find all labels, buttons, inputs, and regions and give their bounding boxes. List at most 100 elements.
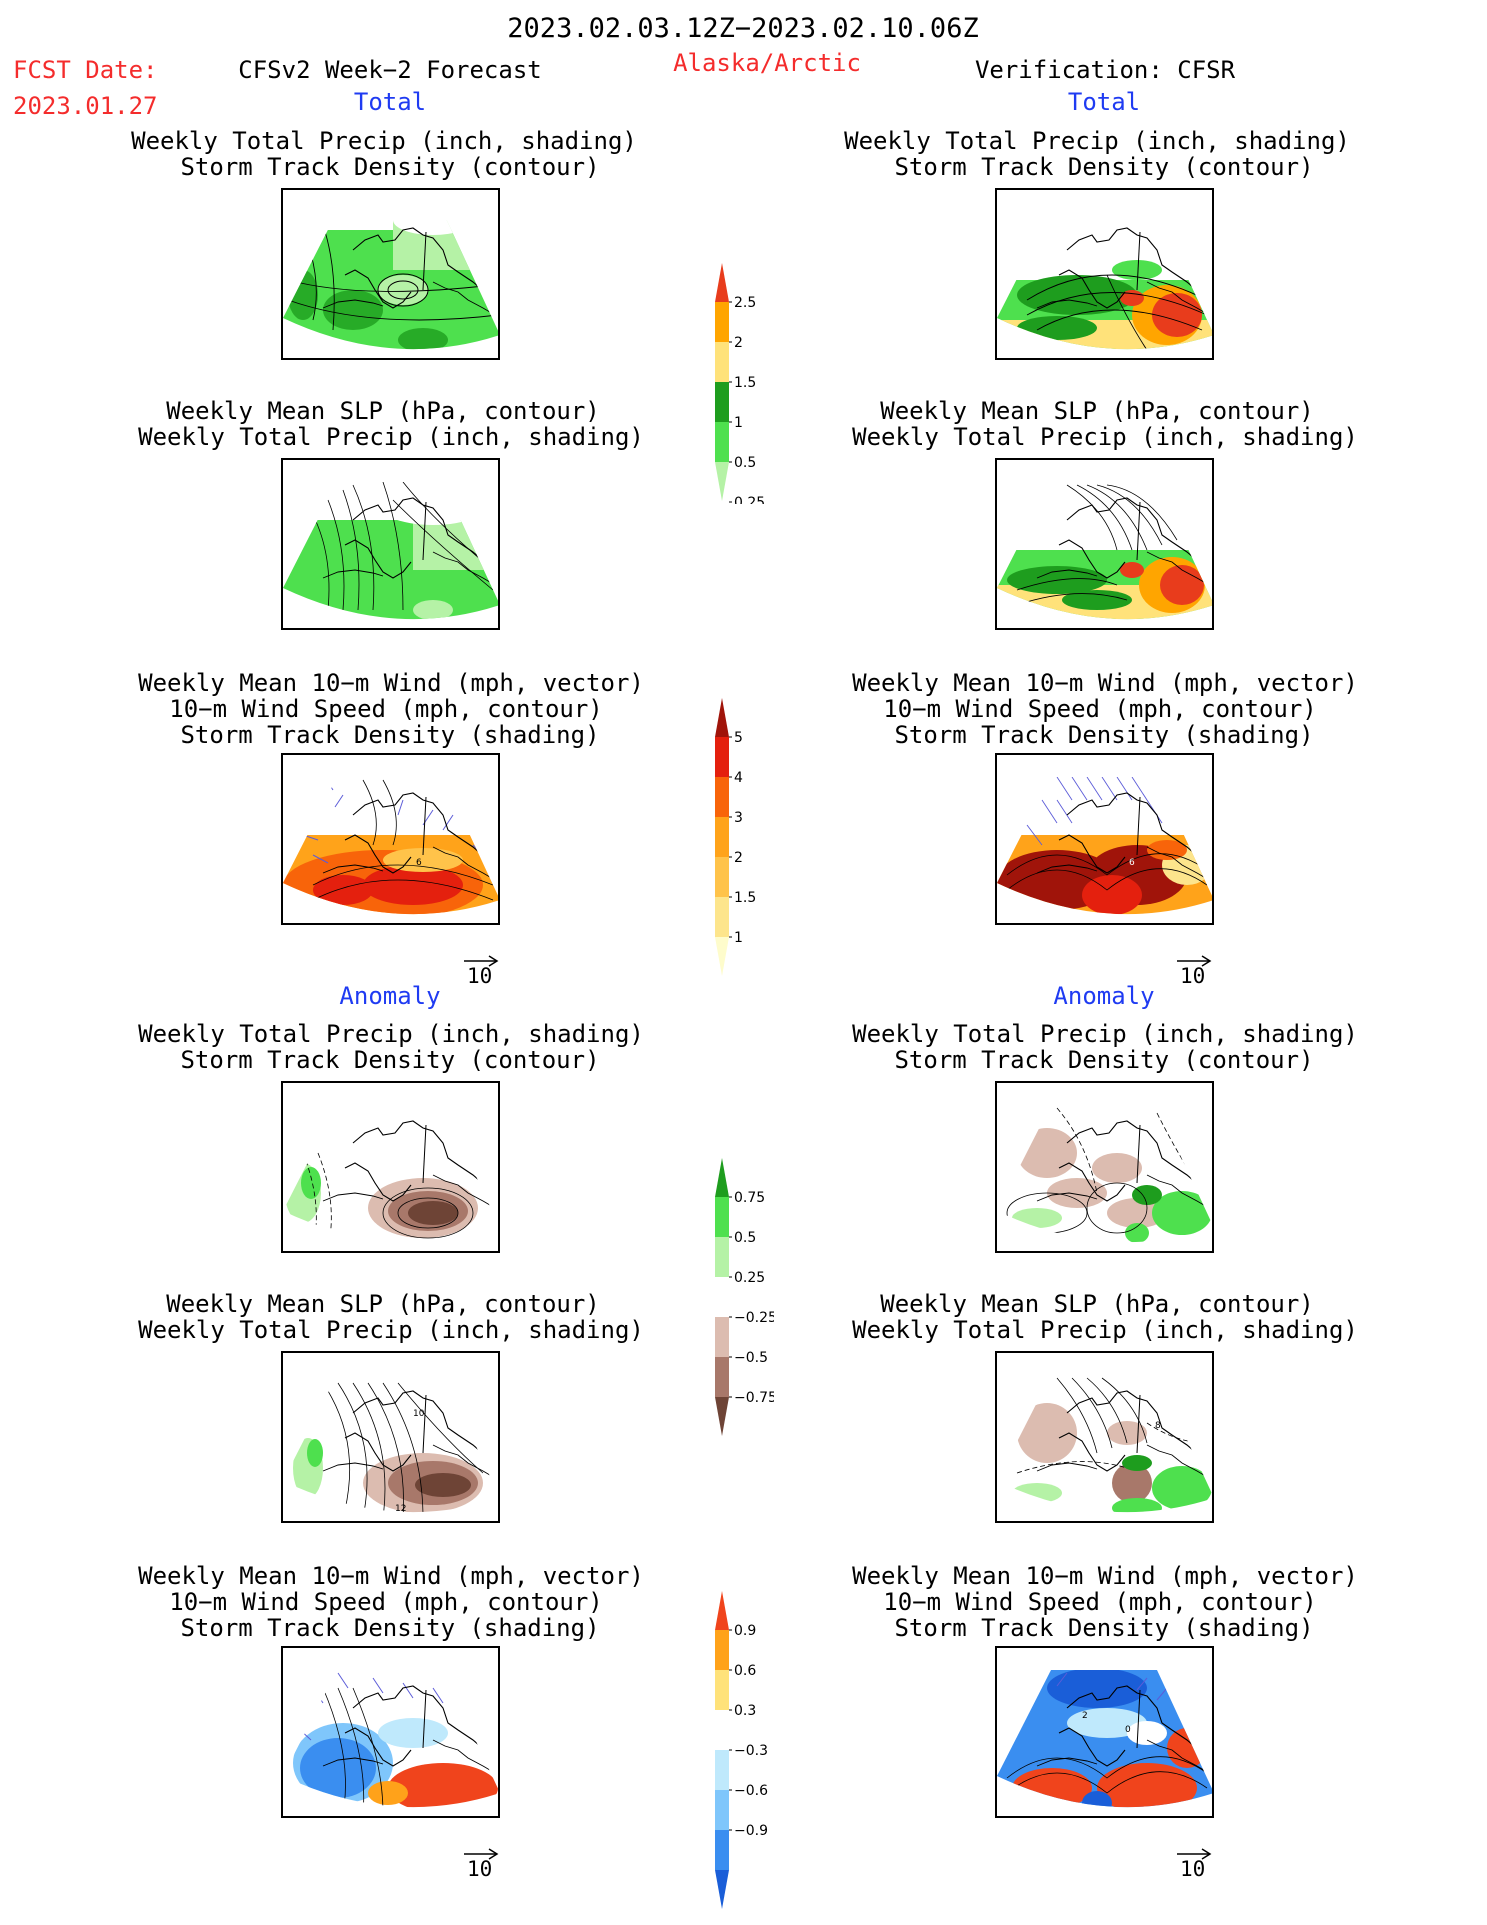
- contour-label: 12: [395, 1504, 406, 1514]
- colorbar-graphic: 0.75 0.5 0.25 −0.25 −0.5 −0.75: [715, 1158, 777, 1436]
- colorbar-tick-label: 0.9: [734, 1623, 756, 1639]
- colorbar-tick-label: 1: [734, 415, 743, 431]
- colorbar-graphic: 0.9 0.6 0.3 −0.3 −0.6 −0.9: [715, 1591, 768, 1909]
- contour-label: 8: [1155, 1421, 1161, 1431]
- panel-title-line: Weekly Total Precip (inch, shading): [844, 127, 1350, 155]
- map-panel-anom-wind-fcst: [281, 1646, 500, 1818]
- colorbar-tick-label: 0.3: [734, 1703, 756, 1719]
- vector-ref-anom-ver: 10: [1175, 1845, 1215, 1880]
- map-panel-total-slp-fcst: [281, 458, 500, 630]
- colorbar-segment: [715, 857, 729, 897]
- vector-ref-label: 10: [467, 1857, 493, 1881]
- panel-title-line: 10−m Wind Speed (mph, contour): [169, 695, 603, 723]
- colorbar-segment: [715, 263, 729, 302]
- colorbar-segment: [715, 1630, 729, 1670]
- panel-title-line: Storm Track Density (contour): [180, 153, 600, 181]
- colorbar-tick-label: −0.75: [734, 1390, 774, 1406]
- colorbar-tick-label: 2: [734, 335, 743, 351]
- colorbar-segment: [715, 1357, 729, 1397]
- contour-label: 10: [413, 1409, 425, 1419]
- colorbar-graphic: 5 4 3 2 1.5 1: [715, 698, 756, 976]
- vector-ref-label: 10: [467, 964, 493, 988]
- panel-title-line: Weekly Total Precip (inch, shading): [138, 423, 644, 451]
- map-panel-anom-precip-fcst: [281, 1081, 500, 1253]
- panel-title-line: Storm Track Density (contour): [894, 1046, 1314, 1074]
- vector-ref-anom-fcst: 10: [462, 1845, 502, 1880]
- colorbar-segment: [715, 737, 729, 777]
- arrow-right-icon: [1177, 955, 1212, 967]
- panel-title-line: 10−m Wind Speed (mph, contour): [883, 1588, 1317, 1616]
- colorbar-tick-label: 2.5: [734, 295, 756, 311]
- panel-title-line: Weekly Total Precip (inch, shading): [131, 127, 637, 155]
- colorbar-segment: [715, 777, 729, 817]
- colorbar-tick-label: 5: [734, 730, 743, 746]
- colorbar-segment: [715, 382, 729, 422]
- colorbar-tick-label: 1: [734, 930, 743, 946]
- colorbar-tick-label: −0.6: [734, 1783, 768, 1799]
- colorbar-segment: [715, 897, 729, 937]
- colorbar-segment: [715, 1397, 729, 1436]
- vector-ref-total-fcst: 10: [462, 952, 502, 987]
- panel-title-line: Weekly Mean SLP (hPa, contour): [880, 397, 1314, 425]
- colorbar-segment: [715, 817, 729, 857]
- colorbar-tick-label: −0.3: [734, 1743, 768, 1759]
- map-panel-total-wind-ver: 6: [995, 753, 1214, 925]
- section-anomaly-right: Anomaly: [1053, 982, 1155, 1010]
- colorbar-tick-label: −0.25: [734, 1310, 774, 1326]
- verification-title: Verification: CFSR: [974, 56, 1236, 84]
- colorbar-segment: [715, 698, 729, 737]
- colorbar-segment: [715, 1750, 729, 1790]
- colorbar-precip-anom: 0.75 0.5 0.25 −0.25 −0.5 −0.75: [714, 1157, 777, 1443]
- section-total-left: Total: [353, 88, 427, 116]
- region-title: Alaska/Arctic: [673, 49, 861, 77]
- colorbar-tick-label: −0.9: [734, 1823, 768, 1839]
- arrow-right-icon: [1177, 1848, 1212, 1860]
- colorbar-segment: [715, 1710, 729, 1750]
- colorbar-segment: [715, 422, 729, 462]
- map-panel-total-slp-ver: [995, 458, 1214, 630]
- map-panel-anom-slp-fcst: 10 12: [281, 1351, 500, 1523]
- panel-title-line: Weekly Total Precip (inch, shading): [852, 1020, 1358, 1048]
- panel-title-line: Storm Track Density (shading): [894, 721, 1314, 749]
- colorbar-precip-total: 2.5 2 1.5 1 0.5 0.25: [714, 262, 774, 511]
- panel-title-line: Weekly Mean SLP (hPa, contour): [166, 1290, 600, 1318]
- panel-title-line: Weekly Mean 10−m Wind (mph, vector): [138, 1562, 644, 1590]
- colorbar-tick-label: 0.75: [734, 1190, 765, 1206]
- colorbar-graphic: 2.5 2 1.5 1 0.5 0.25: [715, 263, 765, 511]
- vector-ref-label: 10: [1180, 964, 1206, 988]
- colorbar-segment: [715, 302, 729, 342]
- panel-title-line: Storm Track Density (contour): [894, 153, 1314, 181]
- contour-label: 6: [1129, 858, 1135, 868]
- map-panel-anom-wind-ver: 2 0: [995, 1646, 1214, 1818]
- colorbar-segment: [715, 1158, 729, 1197]
- vector-ref-total-ver: 10: [1175, 952, 1215, 987]
- colorbar-tick-label: 0.5: [734, 455, 756, 471]
- colorbar-tick-label: −0.5: [734, 1350, 768, 1366]
- panel-title-line: Weekly Mean 10−m Wind (mph, vector): [852, 669, 1358, 697]
- panel-title-line: Storm Track Density (contour): [180, 1046, 600, 1074]
- date-range-title: 2023.02.03.12Z−2023.02.10.06Z: [507, 13, 979, 44]
- vector-ref-label: 10: [1180, 1857, 1206, 1881]
- contour-label: 2: [1082, 1711, 1088, 1721]
- panel-title-line: Storm Track Density (shading): [894, 1614, 1314, 1642]
- colorbar-tick-label: 1.5: [734, 890, 756, 906]
- colorbar-segment: [715, 342, 729, 382]
- colorbar-segment: [715, 1670, 729, 1710]
- section-total-right: Total: [1067, 88, 1141, 116]
- panel-title-line: Weekly Total Precip (inch, shading): [852, 423, 1358, 451]
- colorbar-segment: [715, 1830, 729, 1870]
- map-panel-total-wind-fcst: 6: [281, 753, 500, 925]
- arrow-right-icon: [464, 955, 499, 967]
- fcst-date-label: FCST Date:: [13, 56, 158, 84]
- colorbar-storm-anom: 0.9 0.6 0.3 −0.3 −0.6 −0.9: [714, 1590, 774, 1916]
- panel-title-line: Weekly Mean SLP (hPa, contour): [880, 1290, 1314, 1318]
- colorbar-tick-label: 3: [734, 810, 743, 826]
- colorbar-segment: [715, 1790, 729, 1830]
- panel-title-line: 10−m Wind Speed (mph, contour): [169, 1588, 603, 1616]
- colorbar-segment: [715, 1317, 729, 1357]
- colorbar-segment: [715, 462, 729, 501]
- colorbar-tick-label: 2: [734, 850, 743, 866]
- colorbar-tick-label: 1.5: [734, 375, 756, 391]
- colorbar-tick-label: 4: [734, 770, 743, 786]
- colorbar-segment: [715, 1237, 729, 1277]
